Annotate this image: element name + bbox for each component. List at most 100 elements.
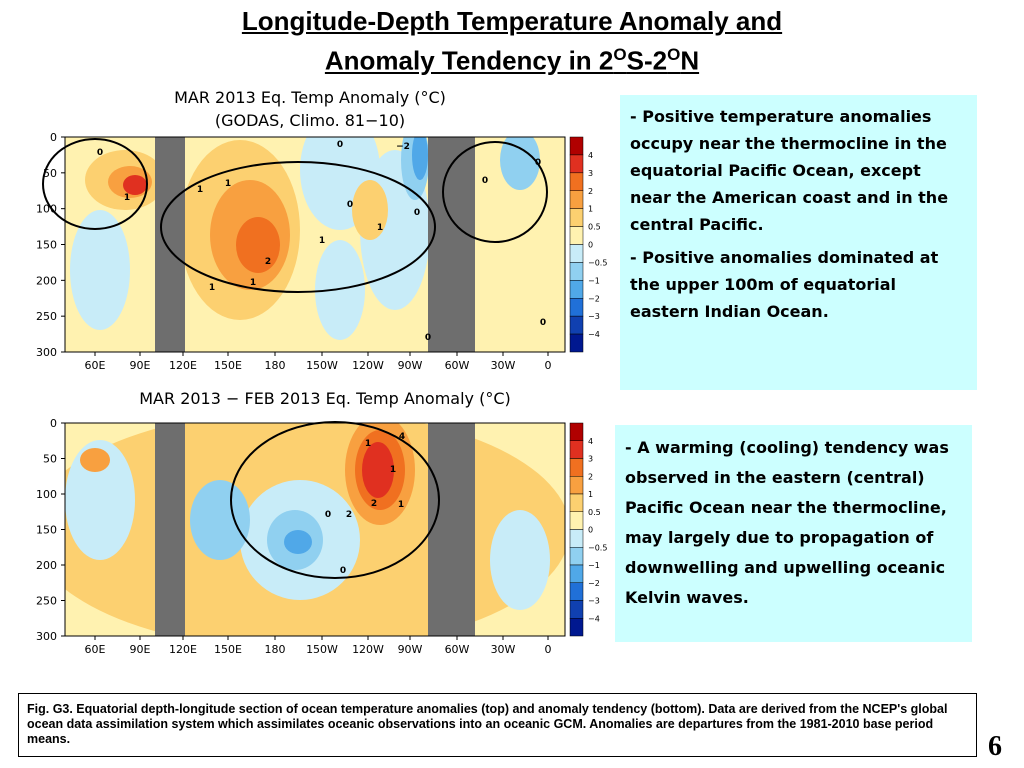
colorbar-swatch bbox=[569, 262, 584, 281]
contour-label: 2 bbox=[371, 499, 377, 509]
land bbox=[155, 137, 185, 352]
x-tick-label: 150E bbox=[214, 359, 242, 372]
colorbar-label: 2 bbox=[588, 187, 593, 196]
contour-label: 0 bbox=[482, 176, 488, 186]
contour-label: 1 bbox=[377, 223, 383, 233]
x-tick-label: 60W bbox=[445, 359, 470, 372]
y-tick-label: 50 bbox=[43, 453, 57, 466]
panel-title: MAR 2013 − FEB 2013 Eq. Temp Anomaly (°C… bbox=[139, 389, 511, 408]
y-tick-label: 250 bbox=[36, 595, 57, 608]
colorbar-label: 4 bbox=[588, 437, 593, 446]
colorbar-swatch bbox=[569, 511, 584, 530]
y-tick-label: 50 bbox=[43, 167, 57, 180]
note: - Positive anomalies dominated at the up… bbox=[630, 248, 939, 321]
x-tick-label: 120W bbox=[352, 359, 384, 372]
colorbar-label: 0.5 bbox=[588, 223, 601, 232]
colorbar-label: 1 bbox=[588, 490, 593, 499]
colorbar-swatch bbox=[569, 547, 584, 566]
anomaly-region bbox=[352, 180, 388, 240]
contour-label: 1 bbox=[209, 283, 215, 293]
title-part: O bbox=[613, 45, 627, 64]
contour-label: 0 bbox=[425, 333, 431, 343]
x-tick-label: 150W bbox=[306, 359, 338, 372]
x-tick-label: 90W bbox=[398, 643, 423, 656]
colorbar-label: −0.5 bbox=[588, 543, 607, 552]
contour-label: 0 bbox=[340, 566, 346, 576]
colorbar-label: 0 bbox=[588, 526, 593, 535]
x-tick-label: 0 bbox=[545, 359, 552, 372]
land bbox=[428, 137, 475, 352]
colorbar-swatch bbox=[569, 618, 584, 637]
colorbar-swatch bbox=[569, 582, 584, 601]
x-tick-label: 90W bbox=[398, 359, 423, 372]
note: - A warming (cooling) tendency was obser… bbox=[625, 438, 949, 607]
colorbar-swatch bbox=[569, 298, 584, 317]
colorbar-swatch bbox=[569, 493, 584, 512]
caption: Fig. G3. Equatorial depth-longitude sect… bbox=[18, 693, 977, 757]
contour-label: 1 bbox=[365, 439, 371, 449]
y-tick-label: 300 bbox=[36, 346, 57, 359]
colorbar-swatch bbox=[569, 280, 584, 299]
colorbar-swatch bbox=[569, 333, 584, 353]
figure-panel: MAR 2013 − FEB 2013 Eq. Temp Anomaly (°C… bbox=[36, 389, 607, 656]
note-box: - A warming (cooling) tendency was obser… bbox=[615, 425, 972, 642]
colorbar-swatch bbox=[569, 208, 584, 227]
contour-label: 1 bbox=[398, 500, 404, 510]
colorbar-swatch bbox=[569, 422, 584, 441]
colorbar-swatch bbox=[569, 190, 584, 209]
figures: MAR 2013 Eq. Temp Anomaly (°C) (GODAS, Cl… bbox=[36, 88, 607, 656]
x-tick-label: 30W bbox=[491, 359, 516, 372]
colorbar-swatch bbox=[569, 244, 584, 263]
colorbar-swatch bbox=[569, 458, 584, 477]
contour-label: 1 bbox=[124, 193, 130, 203]
x-tick-label: 120W bbox=[352, 643, 384, 656]
contour-label: 0 bbox=[347, 200, 353, 210]
colorbar-label: 0 bbox=[588, 241, 593, 250]
y-tick-label: 250 bbox=[36, 310, 57, 323]
colorbar-label: 1 bbox=[588, 205, 593, 214]
x-tick-label: 90E bbox=[130, 643, 151, 656]
anomaly-region bbox=[284, 530, 312, 554]
contour-label: 1 bbox=[250, 278, 256, 288]
anomaly-region bbox=[362, 442, 394, 498]
anomaly-region bbox=[500, 137, 540, 190]
y-tick-label: 150 bbox=[36, 524, 57, 537]
x-tick-label: 60E bbox=[85, 359, 106, 372]
title-part: N bbox=[680, 45, 700, 76]
figure-panel: MAR 2013 Eq. Temp Anomaly (°C) (GODAS, Cl… bbox=[36, 88, 607, 372]
colorbar-swatch bbox=[569, 529, 584, 548]
highlight-circle bbox=[442, 141, 548, 243]
highlight-circle bbox=[42, 138, 148, 230]
contour-label: 0 bbox=[337, 140, 343, 150]
x-tick-label: 150W bbox=[306, 643, 338, 656]
colorbar-label: −4 bbox=[588, 614, 600, 623]
colorbar-swatch bbox=[569, 172, 584, 191]
x-tick-label: 0 bbox=[545, 643, 552, 656]
x-tick-label: 180 bbox=[265, 643, 286, 656]
contour-label: 0 bbox=[97, 148, 103, 158]
colorbar-label: 4 bbox=[588, 151, 593, 160]
contour-field bbox=[65, 423, 565, 636]
colorbar-swatch bbox=[569, 440, 584, 459]
y-tick-label: 0 bbox=[50, 131, 57, 144]
x-tick-label: 120E bbox=[169, 643, 197, 656]
x-tick-label: 120E bbox=[169, 359, 197, 372]
colorbar-label: −1 bbox=[588, 276, 600, 285]
anomaly-region bbox=[490, 510, 550, 610]
slide-title: Longitude-Depth Temperature Anomaly and bbox=[241, 6, 783, 36]
slide-title: Anomaly Tendency in 2OS-2ON bbox=[0, 38, 1024, 78]
anomaly-region bbox=[80, 448, 110, 472]
y-tick-label: 200 bbox=[36, 559, 57, 572]
contour-label: 4 bbox=[399, 432, 405, 442]
y-tick-label: 100 bbox=[36, 488, 57, 501]
page-number: 6 bbox=[988, 731, 1002, 762]
land bbox=[428, 423, 475, 636]
y-tick-label: 200 bbox=[36, 274, 57, 287]
contour-label: 2 bbox=[346, 510, 352, 520]
highlight-circle bbox=[230, 421, 440, 579]
colorbar-label: −0.5 bbox=[588, 258, 607, 267]
note: - Positive temperature anomalies occupy … bbox=[630, 107, 949, 234]
colorbar-label: −2 bbox=[588, 579, 600, 588]
colorbar-swatch bbox=[569, 476, 584, 495]
